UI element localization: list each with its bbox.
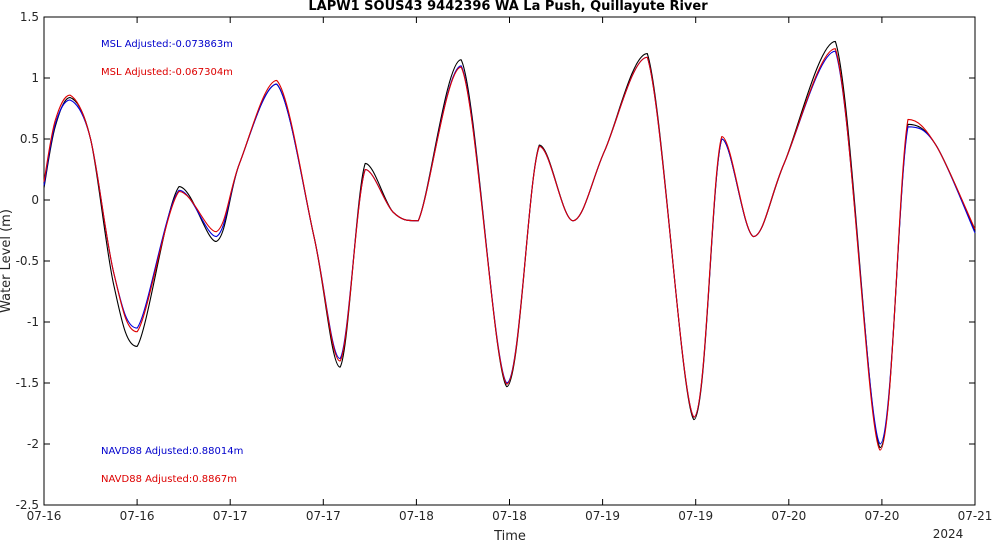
annotation-navd88-blue: NAVD88 Adjusted:0.88014m	[101, 446, 243, 457]
y-axis: -2.5 -2 -1.5 -1 -0.5 0 0.5 1 1.5	[16, 10, 975, 512]
annotation-msl-blue: MSL Adjusted:-0.073863m	[101, 39, 233, 50]
y-tick-label: -1	[27, 315, 39, 329]
x-tick-label: 07-18	[492, 509, 527, 523]
y-tick-label: 0	[31, 193, 39, 207]
x-axis-title: Time	[493, 529, 526, 541]
x-tick-label: 07-16	[27, 509, 62, 523]
y-tick-label: -2	[27, 437, 39, 451]
y-tick-label: -0.5	[16, 254, 39, 268]
x-tick-label: 07-17	[306, 509, 341, 523]
x-year-label: 2024	[933, 527, 964, 541]
x-tick-label: 07-19	[585, 509, 620, 523]
x-tick-label: 07-20	[771, 509, 806, 523]
y-tick-label: 1	[31, 71, 39, 85]
y-axis-title: Water Level (m)	[0, 209, 14, 313]
series-line-2	[43, 48, 976, 451]
annotation-msl-red: MSL Adjusted:-0.067304m	[101, 67, 233, 78]
chart-title: LAPW1 SOUS43 9442396 WA La Push, Quillay…	[308, 0, 708, 14]
annotation-navd88-red: NAVD88 Adjusted:0.8867m	[101, 474, 237, 485]
y-tick-label: -2.5	[16, 498, 39, 512]
x-tick-label: 07-19	[678, 509, 713, 523]
x-tick-label: 07-18	[399, 509, 434, 523]
x-tick-label: 07-21	[958, 509, 992, 523]
series-layer	[43, 40, 976, 451]
y-tick-label: 1.5	[20, 10, 39, 24]
x-tick-label: 07-20	[864, 509, 899, 523]
x-tick-label: 07-17	[213, 509, 248, 523]
y-tick-label: 0.5	[20, 132, 39, 146]
x-tick-label: 07-16	[120, 509, 155, 523]
x-axis: 07-16 07-16 07-17 07-17 07-18 07-18 07-19 07-19…	[27, 17, 992, 523]
y-tick-label: -1.5	[16, 376, 39, 390]
plot-area	[43, 16, 976, 506]
